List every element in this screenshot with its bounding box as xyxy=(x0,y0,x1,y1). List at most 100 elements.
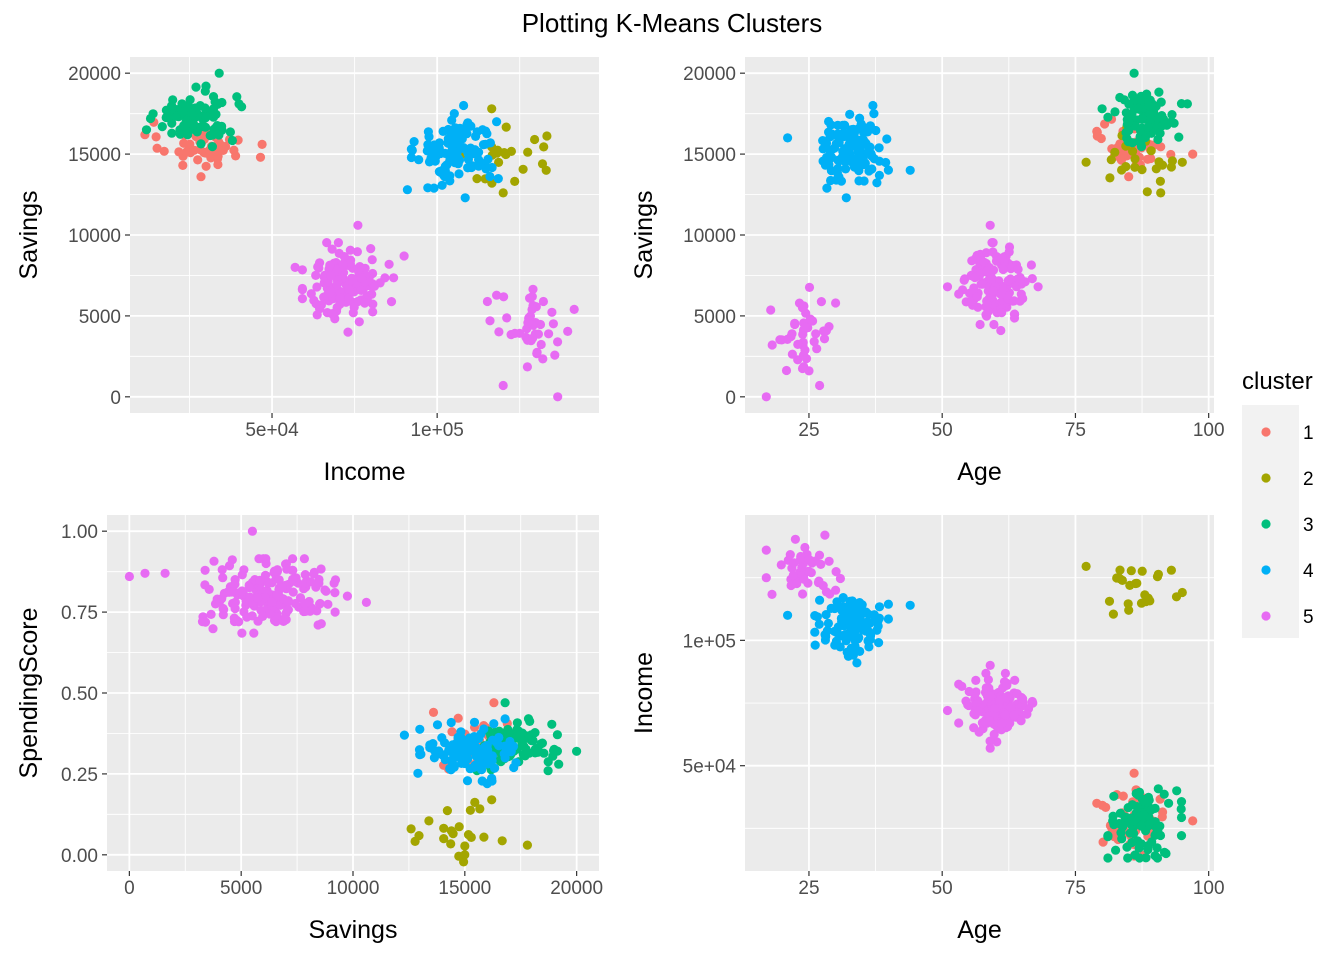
cluster-2-point xyxy=(523,147,533,157)
cluster-5-point xyxy=(323,599,333,609)
cluster-5-point xyxy=(200,565,210,575)
cluster-5-point xyxy=(260,592,270,603)
cluster-5-point xyxy=(800,345,810,355)
cluster-5-point xyxy=(386,297,397,307)
cluster-4-point xyxy=(850,603,860,613)
cluster-4-point xyxy=(846,125,856,135)
cluster-5-point xyxy=(299,598,310,608)
cluster-3-point xyxy=(1176,804,1186,814)
y-tick-label: 0 xyxy=(725,388,736,409)
cluster-3-point xyxy=(1139,810,1149,820)
cluster-5-point xyxy=(810,556,821,566)
cluster-4-point xyxy=(447,746,457,756)
cluster-5-point xyxy=(312,310,322,320)
cluster-4-point xyxy=(485,138,495,148)
cluster-3-point xyxy=(212,99,223,109)
cluster-5-point xyxy=(985,660,995,671)
y-tick-label: 0.00 xyxy=(61,846,98,867)
cluster-5-point xyxy=(809,337,819,347)
cluster-5-point xyxy=(942,282,953,292)
cluster-4-point xyxy=(818,156,828,166)
cluster-3-point xyxy=(1152,853,1163,863)
cluster-5-point xyxy=(290,598,301,609)
cluster-3-point xyxy=(543,766,553,776)
cluster-4-point xyxy=(454,155,465,165)
cluster-5-point xyxy=(325,288,335,298)
cluster-5-point xyxy=(959,275,969,285)
y-tick-label: 0 xyxy=(110,388,121,409)
cluster-2-point xyxy=(470,797,480,808)
cluster-2-point xyxy=(479,832,489,842)
cluster-3-point xyxy=(547,719,557,729)
cluster-2-point xyxy=(1081,561,1091,572)
cluster-5-point xyxy=(334,248,344,258)
cluster-1-point xyxy=(428,707,439,718)
cluster-3-point xyxy=(519,741,529,751)
cluster-5-point xyxy=(258,611,268,622)
cluster-3-point xyxy=(1103,112,1113,122)
legend-label-4: 4 xyxy=(1303,561,1314,582)
cluster-5-point xyxy=(261,554,271,564)
cluster-2-point xyxy=(1177,587,1187,598)
cluster-3-point xyxy=(178,107,188,117)
cluster-4-point xyxy=(446,717,456,728)
cluster-5-point xyxy=(548,319,559,329)
cluster-4-point xyxy=(413,768,423,778)
cluster-5-point xyxy=(1009,309,1020,319)
cluster-1-point xyxy=(257,139,267,149)
cluster-4-point xyxy=(462,120,472,130)
cluster-2-point xyxy=(439,834,449,844)
cluster-5-point xyxy=(230,575,240,585)
cluster-4-point xyxy=(432,720,443,730)
legend-label-5: 5 xyxy=(1303,607,1314,628)
cluster-5-point xyxy=(226,587,236,597)
cluster-5-point xyxy=(330,607,340,617)
cluster-5-point xyxy=(831,585,841,595)
cluster-1-point xyxy=(255,152,266,162)
cluster-5-point xyxy=(349,302,359,312)
cluster-4-point xyxy=(835,155,845,166)
cluster-5-point xyxy=(982,266,992,276)
cluster-5-point xyxy=(335,293,345,303)
panel-age-savings: 25 50 75 100 0 5000 10000 15000 20000 Age Savings xyxy=(630,57,1225,486)
cluster-5-point xyxy=(399,251,409,261)
cluster-3-point xyxy=(1161,848,1171,859)
cluster-5-point xyxy=(218,610,228,620)
cluster-3-point xyxy=(191,82,201,92)
cluster-5-point xyxy=(792,578,802,589)
cluster-3-point xyxy=(157,122,167,132)
cluster-5-point xyxy=(242,612,252,622)
cluster-3-point xyxy=(205,130,215,141)
legend-key-5 xyxy=(1261,611,1271,621)
cluster-1-point xyxy=(196,172,206,182)
cluster-2-point xyxy=(1156,188,1166,198)
cluster-5-point xyxy=(330,575,341,585)
cluster-5-point xyxy=(380,273,390,283)
cluster-2-point xyxy=(1126,566,1136,576)
panel-income-savings: 5e+04 1e+05 0 5000 10000 15000 20000 Income Savi… xyxy=(15,57,599,486)
cluster-5-point xyxy=(550,350,560,360)
cluster-5-point xyxy=(354,317,364,327)
x-axis-title: Age xyxy=(957,458,1001,486)
x-axis-title: Savings xyxy=(309,916,398,944)
cluster-5-point xyxy=(801,354,812,364)
x-tick-label: 0 xyxy=(124,878,135,899)
cluster-5-point xyxy=(335,299,345,309)
cluster-4-point xyxy=(874,638,884,648)
cluster-3-point xyxy=(524,748,534,758)
legend-label-3: 3 xyxy=(1303,515,1314,536)
cluster-5-point xyxy=(1013,264,1023,274)
cluster-3-point xyxy=(1176,812,1187,823)
y-axis-title: Savings xyxy=(15,191,43,280)
cluster-4-point xyxy=(864,166,874,176)
legend-key-4 xyxy=(1261,565,1271,575)
cluster-4-point xyxy=(905,600,915,610)
cluster-5-point xyxy=(369,281,380,291)
cluster-3-point xyxy=(1111,845,1121,855)
cluster-1-point xyxy=(221,141,231,152)
cluster-2-point xyxy=(1104,596,1115,606)
cluster-4-point xyxy=(456,751,466,761)
cluster-5-point xyxy=(502,313,512,323)
cluster-5-point xyxy=(281,615,291,625)
cluster-5-point xyxy=(283,605,293,615)
